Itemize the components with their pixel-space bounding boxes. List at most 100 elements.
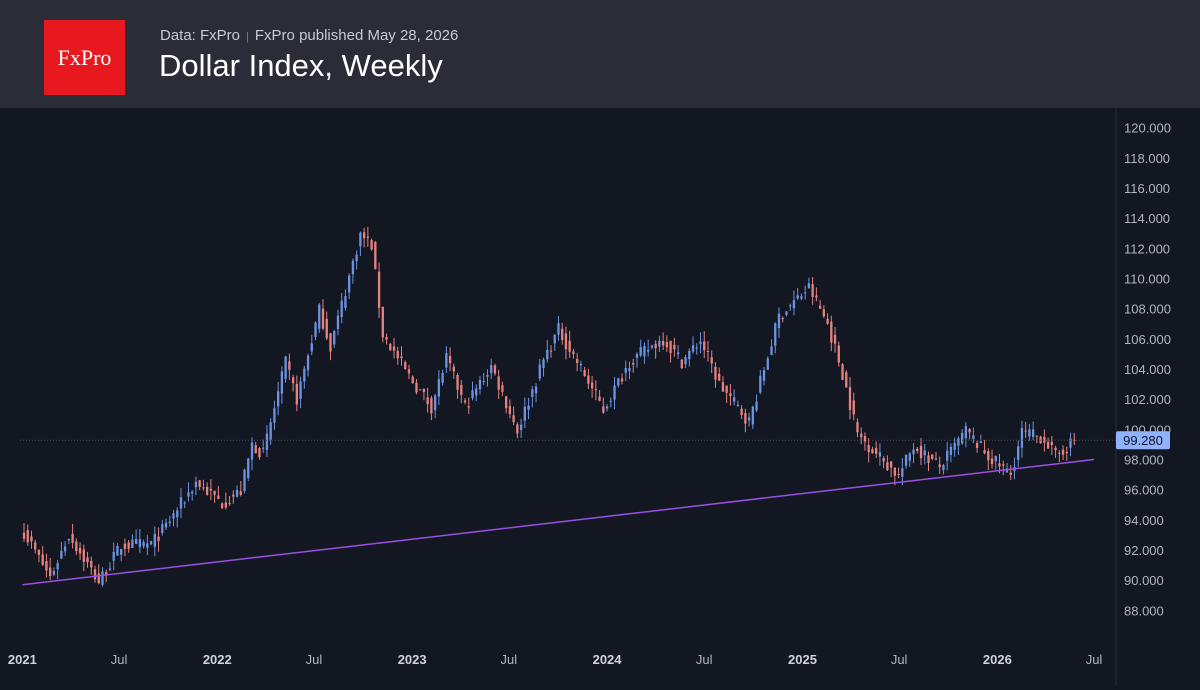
candle-body: [770, 346, 773, 355]
candle-body: [404, 362, 407, 370]
candle-body: [609, 400, 612, 402]
candle-body: [602, 406, 605, 413]
header: FxPro Data: FxPro | FxPro published May 28…: [0, 0, 1200, 108]
candle-body: [202, 487, 205, 489]
candle-body: [493, 365, 497, 374]
candle-body: [964, 426, 968, 439]
candle-body: [217, 495, 220, 499]
candle-body: [882, 458, 885, 462]
candle-body: [22, 532, 26, 539]
candle-body: [897, 474, 900, 476]
candle-body: [157, 536, 160, 542]
candle-body: [116, 545, 119, 556]
candle-body: [183, 502, 186, 504]
candle-body: [239, 491, 242, 495]
data-source-label: Data: FxPro: [160, 27, 241, 44]
y-tick-label: 98.000: [1124, 453, 1164, 468]
candle-body: [295, 383, 299, 405]
candle-body: [123, 543, 127, 549]
candle-body: [703, 341, 706, 351]
candle-body: [41, 554, 44, 565]
candle-body: [871, 449, 874, 454]
candle-body: [176, 510, 179, 518]
candle-body: [426, 397, 429, 405]
candle-body: [841, 364, 844, 380]
candle-body: [1002, 464, 1005, 466]
candle-body: [796, 295, 799, 299]
candle-body: [448, 356, 452, 364]
candle-body: [101, 571, 104, 585]
candle-body: [475, 388, 478, 396]
candle-body: [587, 375, 590, 384]
candle-body: [650, 345, 654, 348]
candle-body: [968, 429, 971, 433]
candle-body: [904, 454, 908, 466]
x-tick-label: 2025: [788, 652, 817, 667]
candle-body: [269, 422, 272, 440]
candle-body: [534, 386, 538, 394]
candle-body: [1028, 429, 1031, 437]
candle-body: [557, 323, 560, 335]
candle-body: [830, 321, 833, 343]
candle-body: [78, 547, 82, 554]
candle-body: [751, 406, 754, 425]
candle-body: [665, 342, 669, 348]
candle-body: [149, 541, 153, 545]
candle-body: [946, 450, 949, 461]
candle-body: [486, 375, 489, 377]
candle-body: [34, 542, 37, 550]
candle-body: [471, 390, 474, 399]
candle-body: [209, 488, 213, 491]
candle-body: [191, 491, 194, 494]
candle-body: [93, 569, 97, 580]
x-tick-label: Jul: [306, 652, 323, 667]
candle-body: [987, 451, 990, 461]
candle-body: [385, 336, 388, 340]
candle-body: [396, 350, 399, 359]
candle-body: [153, 533, 156, 547]
candle-body: [519, 424, 523, 431]
candle-body: [340, 300, 343, 317]
candle-body: [878, 452, 882, 457]
candle-body: [605, 406, 609, 409]
candle-body: [333, 331, 336, 345]
candle-body: [67, 539, 71, 541]
candle-body: [632, 363, 635, 365]
candle-body: [437, 379, 441, 397]
candle-body: [411, 376, 414, 384]
candle-body: [478, 380, 482, 390]
candle-body: [1073, 439, 1076, 441]
candle-body: [1058, 452, 1061, 454]
candle-body: [583, 369, 586, 377]
candle-body: [628, 368, 631, 372]
candle-body: [927, 455, 930, 463]
candle-body: [504, 396, 508, 409]
candle-body: [490, 365, 493, 374]
candle-body: [845, 372, 848, 388]
candle-body: [348, 275, 351, 293]
candle-body: [247, 458, 250, 479]
candle-body: [508, 406, 512, 414]
candle-body: [579, 363, 583, 366]
x-tick-label: 2024: [593, 652, 623, 667]
candle-body: [49, 567, 52, 577]
candle-body: [228, 503, 231, 505]
y-tick-label: 96.000: [1124, 483, 1164, 498]
candle-body: [213, 490, 216, 495]
x-tick-label: Jul: [696, 652, 713, 667]
candle-body: [407, 369, 411, 374]
candle-body: [430, 397, 433, 414]
candle-body: [661, 341, 665, 346]
candle-body: [912, 449, 915, 455]
candle-body: [826, 318, 829, 324]
chart-area[interactable]: 88.000 90.000 92.000 94.000 96.000 98.000 100.…: [0, 108, 1200, 685]
candle-body: [415, 382, 418, 393]
chart-title: Dollar Index, Weekly: [159, 48, 443, 83]
candle-body: [318, 304, 321, 329]
dollar-index-chart[interactable]: 88.00090.00092.00094.00096.00098.000100.…: [0, 108, 1200, 685]
candle-body: [1031, 429, 1035, 437]
candle-body: [755, 401, 758, 411]
candle-body: [284, 356, 287, 380]
candle-body: [366, 236, 370, 238]
source-line: Data: FxPro | FxPro published May 28, 2026: [160, 27, 458, 44]
